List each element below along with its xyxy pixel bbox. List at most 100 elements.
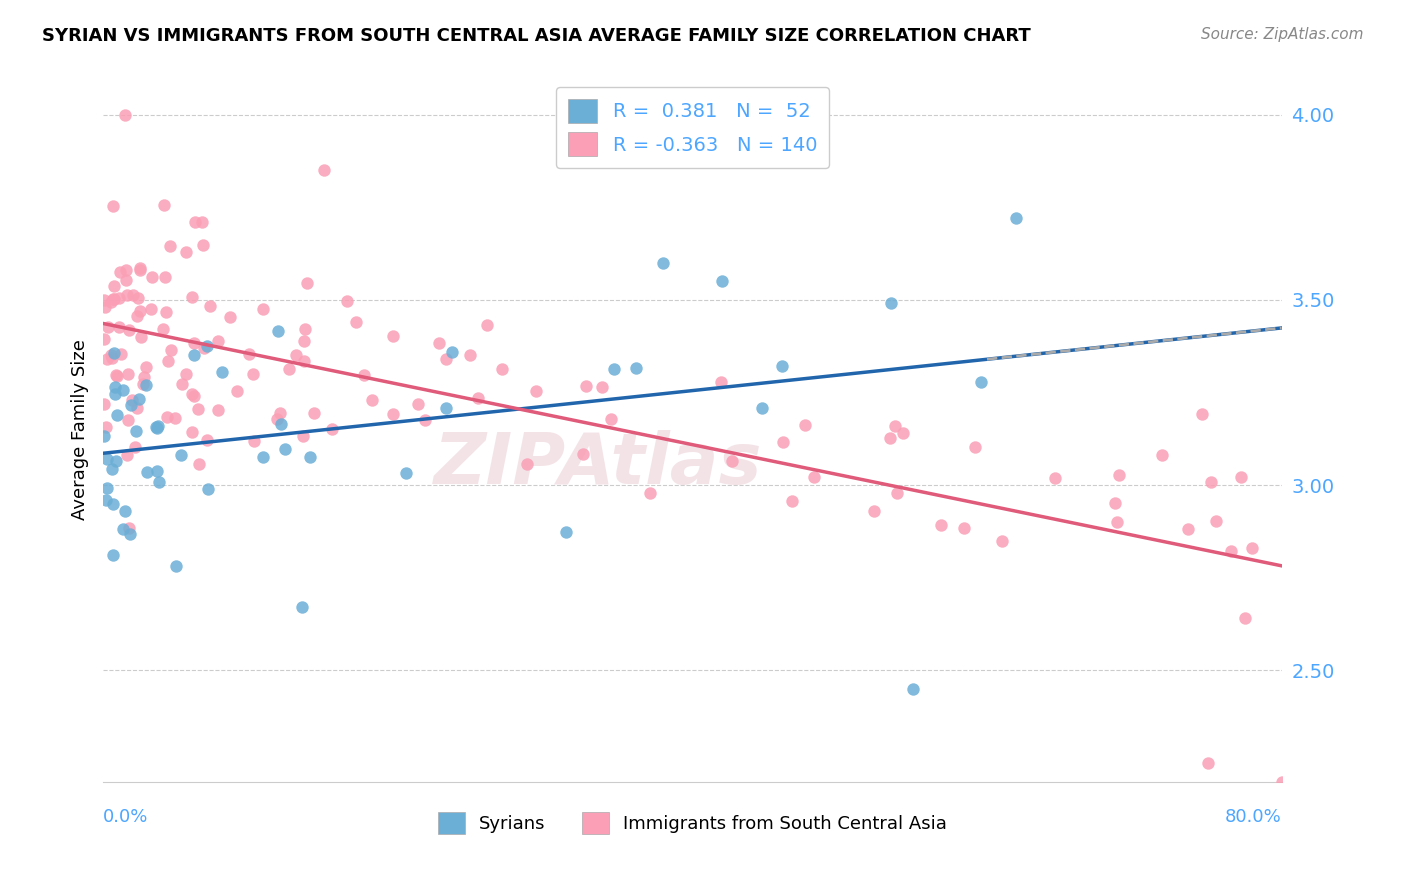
Text: 80.0%: 80.0% [1225,807,1282,826]
Point [107,319,129,334]
Point [103,292,125,306]
Point [93,300,115,314]
Point [903,681,925,696]
Point [572,447,595,461]
Point [101,497,124,511]
Point [434,351,457,366]
Point [1230,469,1253,483]
Point [120,398,142,412]
Point [125,309,148,323]
Point [104,380,127,394]
Point [118,323,141,337]
Point [114,503,136,517]
Point [174,367,197,381]
Point [218,310,240,324]
Point [1104,496,1126,510]
Point [1240,541,1263,556]
Point [207,334,229,348]
Point [1233,611,1256,625]
Text: Source: ZipAtlas.com: Source: ZipAtlas.com [1201,27,1364,42]
Point [117,413,139,427]
Point [174,244,197,259]
Point [336,294,359,309]
Point [193,237,215,252]
Point [1199,475,1222,489]
Point [458,348,481,362]
Point [163,411,186,425]
Point [187,402,209,417]
Point [96,481,118,495]
Point [105,453,128,467]
Point [467,392,489,406]
Point [883,419,905,434]
Point [160,343,183,357]
Point [152,322,174,336]
Point [96,352,118,367]
Point [132,370,155,384]
Point [180,425,202,440]
Point [211,365,233,379]
Point [292,429,315,443]
Point [117,287,139,301]
Point [554,524,576,539]
Point [180,289,202,303]
Point [136,466,159,480]
Point [118,526,141,541]
Point [772,435,794,450]
Point [491,361,513,376]
Point [141,270,163,285]
Point [344,315,367,329]
Point [284,348,307,362]
Point [226,384,249,399]
Point [148,419,170,434]
Point [207,403,229,417]
Point [129,304,152,318]
Point [321,421,343,435]
Point [156,354,179,368]
Point [242,367,264,381]
Point [96,452,118,467]
Point [1177,522,1199,536]
Point [183,215,205,229]
Point [155,305,177,319]
Point [103,346,125,360]
Point [893,426,915,441]
Point [146,464,169,478]
Point [314,163,336,178]
Point [880,296,903,310]
Point [125,424,148,438]
Point [1005,211,1028,226]
Point [128,263,150,277]
Text: SYRIAN VS IMMIGRANTS FROM SOUTH CENTRAL ASIA AVERAGE FAMILY SIZE CORRELATION CHA: SYRIAN VS IMMIGRANTS FROM SOUTH CENTRAL … [42,27,1031,45]
Point [413,413,436,427]
Point [145,419,167,434]
Point [1043,470,1066,484]
Point [105,369,128,384]
Point [952,521,974,535]
Point [591,380,613,394]
Point [127,291,149,305]
Point [408,397,430,411]
Point [180,387,202,401]
Point [121,392,143,407]
Point [381,329,404,343]
Point [195,433,218,447]
Point [361,392,384,407]
Point [294,322,316,336]
Point [188,458,211,472]
Y-axis label: Average Family Size: Average Family Size [72,339,89,520]
Point [170,448,193,462]
Point [295,277,318,291]
Point [252,450,274,465]
Point [103,279,125,293]
Point [1191,407,1213,421]
Point [110,347,132,361]
Point [353,368,375,383]
Point [394,467,416,481]
Point [242,434,264,448]
Text: 0.0%: 0.0% [103,807,149,826]
Point [114,107,136,121]
Point [298,450,321,464]
Point [93,428,115,442]
Point [269,406,291,420]
